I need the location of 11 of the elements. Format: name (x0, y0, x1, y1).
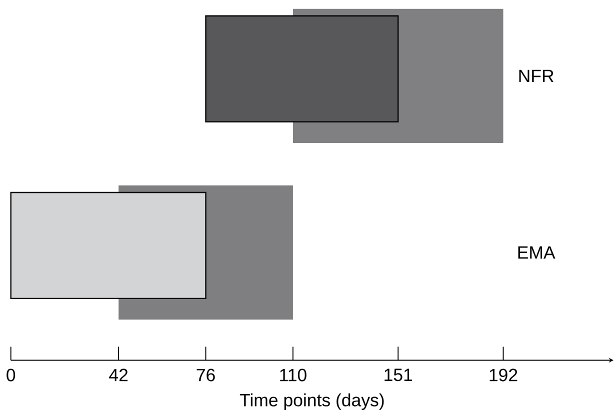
x-tick-label: 151 (384, 368, 412, 382)
y-tick-label: NFR (519, 70, 554, 82)
x-tick-label: 76 (196, 368, 215, 382)
x-tick-label: 42 (109, 368, 128, 382)
y-tick-label: EMA (518, 246, 556, 259)
bar (10, 192, 206, 300)
x-tick-label: 110 (280, 368, 306, 382)
x-axis-title: Time points (days) (240, 393, 384, 410)
x-tick-label: 192 (490, 368, 518, 382)
bar (205, 15, 399, 122)
x-tick-label: 0 (6, 368, 16, 382)
